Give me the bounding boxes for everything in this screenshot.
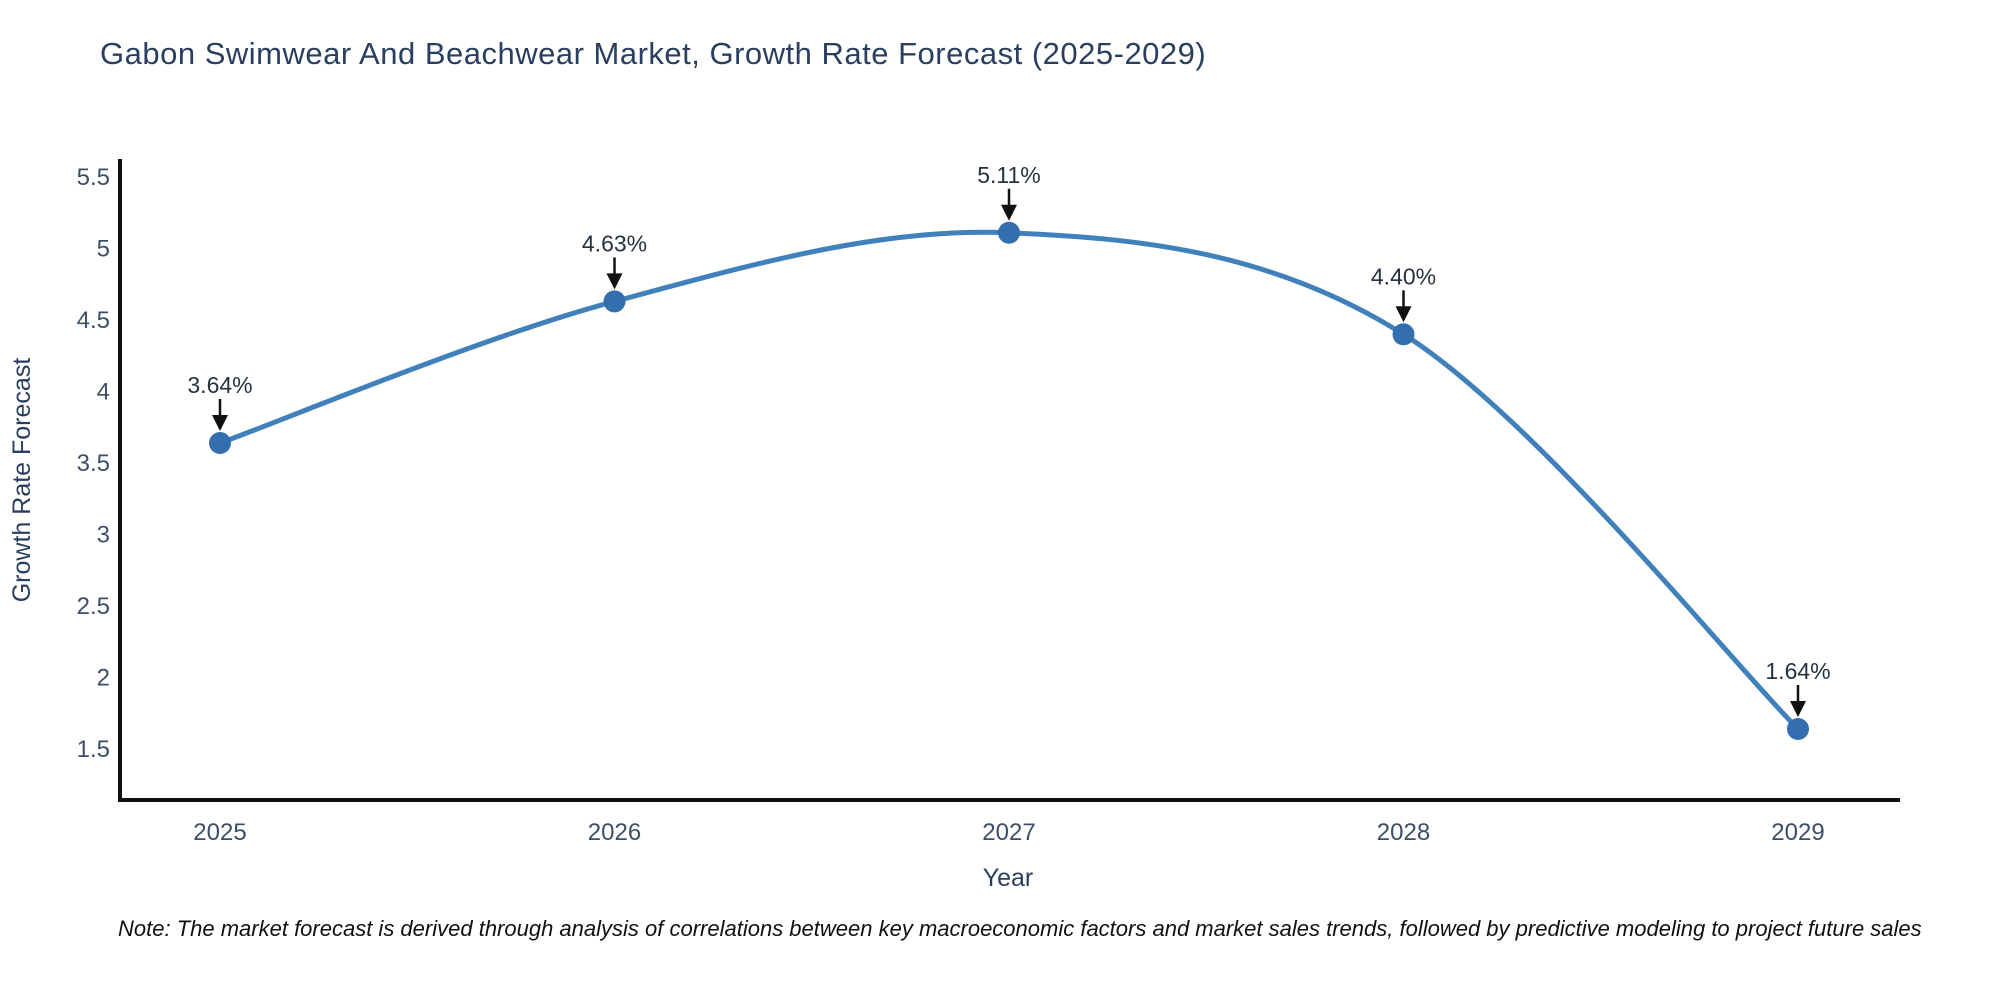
x-tick-label: 2027	[982, 819, 1035, 846]
footnote: Note: The market forecast is derived thr…	[118, 916, 1922, 941]
y-tick-label: 5	[97, 236, 110, 263]
y-tick-label: 1.5	[77, 736, 110, 763]
y-tick-label: 3	[97, 522, 110, 549]
point-annotation: 1.64%	[1765, 658, 1830, 684]
point-annotation: 4.63%	[582, 230, 647, 256]
y-axis-title: Growth Rate Forecast	[8, 358, 36, 603]
annotation-arrowhead	[1395, 306, 1412, 323]
point-annotation: 3.64%	[187, 372, 252, 398]
annotation-arrowhead	[1001, 204, 1017, 221]
y-tick-label: 2.5	[77, 593, 110, 620]
y-tick-label: 4.5	[77, 307, 110, 334]
y-tick-label: 5.5	[77, 164, 110, 191]
chart-title: Gabon Swimwear And Beachwear Market, Gro…	[100, 36, 1207, 71]
y-tick-label: 2	[97, 665, 110, 692]
forecast-line-series	[209, 221, 1809, 740]
x-tick-label: 2028	[1377, 819, 1430, 846]
annotation-arrowhead	[1790, 700, 1806, 717]
point-annotation: 4.40%	[1371, 263, 1436, 289]
forecast-line	[217, 229, 1801, 732]
data-point-marker	[603, 290, 626, 313]
x-tick-label: 2029	[1771, 819, 1824, 846]
data-point-marker	[998, 221, 1020, 244]
point-annotation: 5.11%	[977, 162, 1041, 188]
data-point-marker	[209, 431, 231, 454]
y-tick-label: 4	[97, 379, 110, 406]
x-axis-title: Year	[983, 864, 1034, 892]
annotation-arrowhead	[606, 273, 623, 290]
data-point-marker	[1392, 323, 1415, 346]
point-annotations: 3.64% 4.63% 5.11% 4.40% 1.64%	[187, 162, 1831, 717]
data-point-marker	[1787, 717, 1809, 740]
y-tick-label: 3.5	[77, 450, 110, 477]
tick-labels: 1.5 2 2.5 3 3.5 4 4.5 5 5.5 2025 2026 2027 2028 2029	[77, 164, 1825, 846]
annotation-arrowhead	[212, 414, 228, 431]
x-tick-label: 2025	[193, 819, 246, 846]
x-tick-label: 2026	[588, 819, 641, 846]
